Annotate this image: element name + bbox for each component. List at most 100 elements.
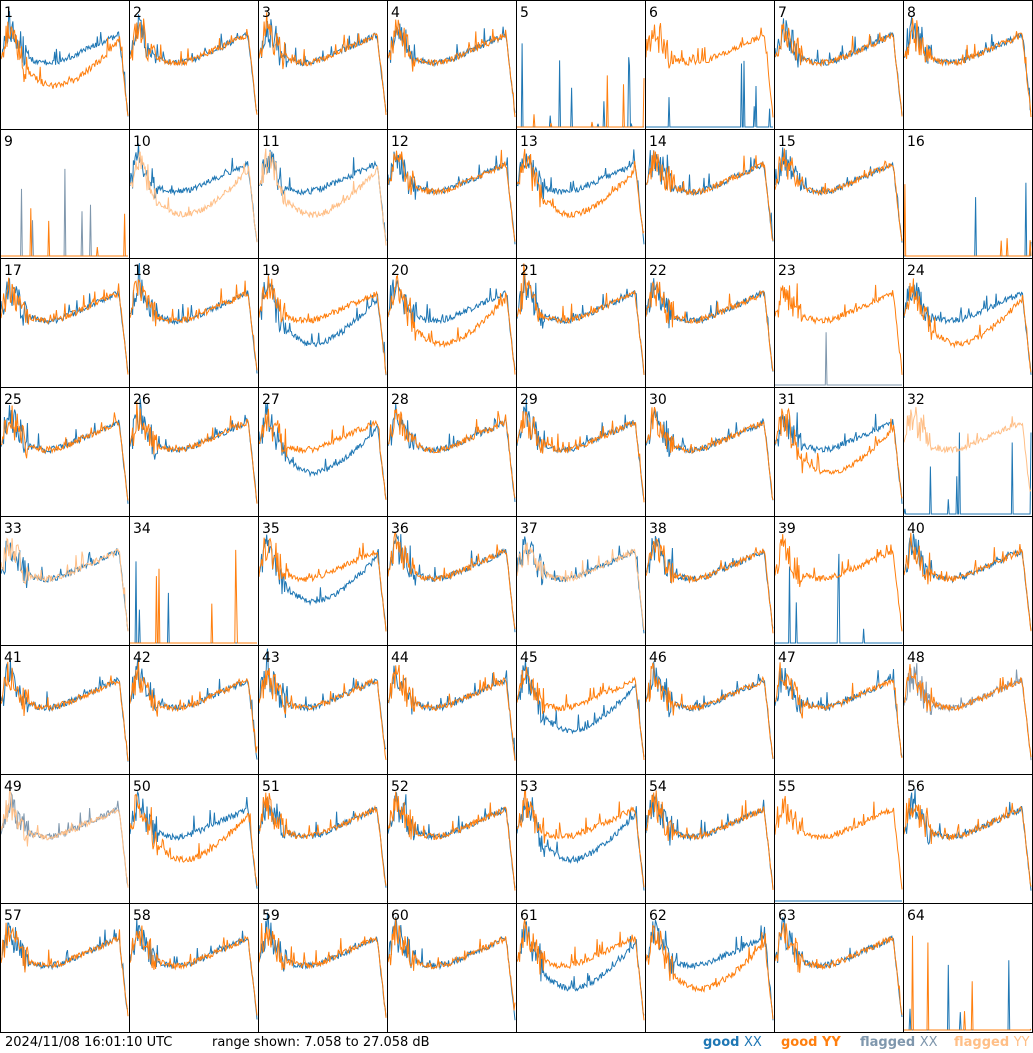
- panel-30: 30: [645, 387, 775, 517]
- panel-63: 63: [774, 903, 904, 1033]
- panel-42-yy-line: [129, 661, 258, 753]
- panel-39-yy-line: [774, 534, 903, 632]
- panel-31-xx-line: [774, 412, 903, 504]
- panel-1-frame: [0, 0, 130, 130]
- panel-20: 20: [387, 258, 517, 388]
- panel-45-xx-line: [516, 659, 645, 757]
- panel-50-xx-line: [129, 790, 258, 889]
- panel-40-yy-line: [903, 532, 1032, 632]
- panel-8-label: 8: [907, 5, 916, 21]
- panel-33-label: 33: [4, 521, 22, 537]
- panel-22-xx-line: [645, 278, 774, 372]
- panel-53-yy-line: [516, 789, 645, 888]
- panel-15-yy-line: [774, 148, 903, 242]
- legend-good-yy-word: good: [781, 1035, 818, 1050]
- panel-46-xx-line: [645, 661, 774, 760]
- panel-17-yy-line: [0, 277, 129, 375]
- panel-54-yy-line: [645, 790, 774, 891]
- panel-64-label: 64: [907, 908, 925, 924]
- panel-18-yy-line: [129, 279, 258, 371]
- panel-15: 15: [774, 129, 904, 259]
- panel-32: 32: [903, 387, 1033, 517]
- panel-41-xx-line: [0, 660, 129, 762]
- panel-4-xx-line: [387, 23, 516, 113]
- panel-28-yy-line: [388, 408, 516, 499]
- panel-17-label: 17: [4, 263, 22, 279]
- panel-52-xx-line: [387, 792, 516, 889]
- panel-53-xx-line: [516, 797, 645, 891]
- legend-good-xx: good XX: [703, 1033, 762, 1053]
- panel-8-yy-line: [903, 18, 1032, 118]
- panel-56: 56: [903, 774, 1033, 904]
- panel-33: 33: [0, 516, 130, 646]
- panel-1-xx-line: [0, 11, 129, 117]
- panel-27-label: 27: [262, 392, 280, 408]
- panel-25: 25: [0, 387, 130, 517]
- panel-9-yy-line: [1, 208, 128, 257]
- panel-22-label: 22: [649, 263, 667, 279]
- panel-27-yy-line: [258, 408, 387, 500]
- panel-4: 4: [387, 0, 517, 130]
- legend-flagged-yy-pol: YY: [1013, 1035, 1030, 1050]
- panel-9: 9: [0, 129, 130, 259]
- panel-28-label: 28: [391, 392, 409, 408]
- panel-60-xx-line: [387, 916, 516, 1021]
- panel-9-label: 9: [4, 134, 13, 150]
- panel-24-yy-line: [903, 278, 1032, 373]
- legend-flagged-xx-word: flagged: [860, 1035, 916, 1050]
- panel-55-label: 55: [778, 779, 796, 795]
- panel-44-xx-line: [387, 665, 516, 761]
- panel-3: 3: [258, 0, 388, 130]
- panel-46-label: 46: [649, 650, 667, 666]
- panel-38-xx-line: [645, 536, 774, 629]
- panel-22: 22: [645, 258, 775, 388]
- panel-52: 52: [387, 774, 517, 904]
- panel-49-label: 49: [4, 779, 22, 795]
- panel-42-xx-line: [129, 659, 258, 760]
- panel-7-xx-line: [774, 18, 903, 116]
- panel-43-label: 43: [262, 650, 280, 666]
- panel-51-xx-line: [258, 797, 387, 888]
- panel-57-xx-line: [0, 922, 129, 1010]
- panel-43-yy-line: [258, 667, 387, 760]
- panel-34-label: 34: [133, 521, 151, 537]
- panel-37-label: 37: [520, 521, 538, 537]
- panel-50-yy-line: [129, 793, 258, 886]
- timestamp: 2024/11/08 16:01:10 UTC: [5, 1035, 173, 1050]
- legend-good-yy-pol: YY: [822, 1035, 841, 1050]
- panel-20-label: 20: [391, 263, 409, 279]
- panel-61-yy-line: [516, 918, 645, 1021]
- panel-14-xx-line: [645, 150, 774, 242]
- panel-47-xx-line: [774, 667, 903, 758]
- panel-36-yy-line: [387, 531, 516, 630]
- panel-7: 7: [774, 0, 904, 130]
- panel-37-yy-line: [516, 542, 645, 631]
- panel-51: 51: [258, 774, 388, 904]
- panel-24: 24: [903, 258, 1033, 388]
- panel-43-xx-line: [258, 648, 387, 750]
- panel-35-yy-line: [258, 537, 387, 632]
- panel-45-label: 45: [520, 650, 538, 666]
- panel-54-label: 54: [649, 779, 667, 795]
- panel-30-label: 30: [649, 392, 667, 408]
- panel-11-xx-line: [258, 149, 387, 242]
- panel-37-xx-line: [516, 536, 645, 634]
- panel-32-xx-line: [903, 432, 1032, 515]
- panel-47-label: 47: [778, 650, 796, 666]
- panel-7-label: 7: [778, 5, 787, 21]
- legend-good-yy: good YY: [781, 1033, 841, 1053]
- panel-39-label: 39: [778, 521, 796, 537]
- panel-48-yy-line: [903, 664, 1032, 758]
- legend-flagged-yy: flagged YY: [954, 1033, 1030, 1053]
- panel-1-yy-line: [0, 21, 129, 116]
- panel-45-yy-line: [516, 666, 645, 761]
- panel-41-label: 41: [4, 650, 22, 666]
- panel-42-label: 42: [133, 650, 151, 666]
- panel-55: 55: [774, 774, 904, 904]
- panel-3-yy-line: [258, 12, 387, 115]
- panel-3-label: 3: [262, 5, 271, 21]
- panel-14-label: 14: [649, 134, 667, 150]
- panel-30-yy-line: [645, 406, 774, 501]
- panel-45: 45: [516, 645, 646, 775]
